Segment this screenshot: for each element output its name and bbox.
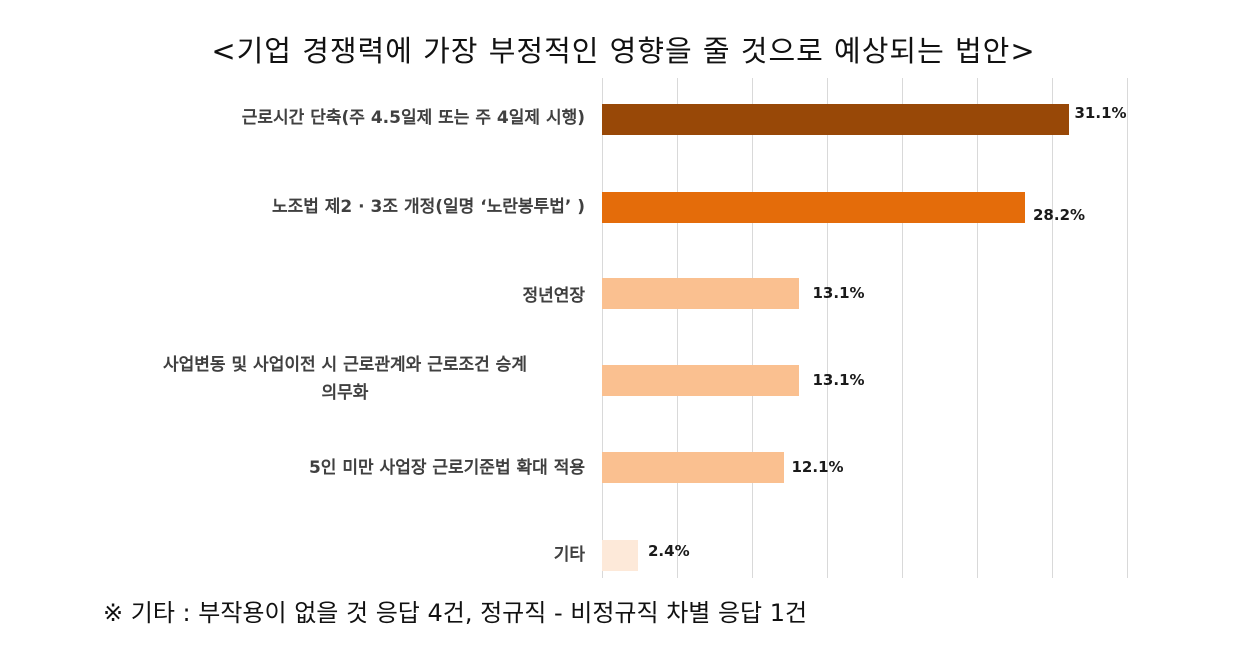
- bar: [602, 278, 799, 309]
- category-label: 노조법 제2 · 3조 개정(일명 ‘노란봉투법’ ): [271, 197, 585, 217]
- value-label: 31.1%: [1074, 104, 1127, 122]
- value-label: 13.1%: [812, 284, 865, 302]
- bar: [602, 365, 799, 396]
- category-label-line: 사업변동 및 사업이전 시 근로관계와 근로조건 승계: [163, 355, 527, 375]
- gridline: [902, 78, 903, 578]
- gridline: [677, 78, 678, 578]
- category-label-multiline: 사업변동 및 사업이전 시 근로관계와 근로조건 승계 의무화: [105, 351, 585, 407]
- gridline: [827, 78, 828, 578]
- gridline: [977, 78, 978, 578]
- gridline: [1052, 78, 1053, 578]
- category-label: 5인 미만 사업장 근로기준법 확대 적용: [308, 458, 585, 478]
- chart-title: <기업 경쟁력에 가장 부정적인 영향을 줄 것으로 예상되는 법안>: [211, 34, 1036, 68]
- value-label: 28.2%: [1033, 206, 1086, 224]
- category-label: 기타: [553, 545, 585, 565]
- footnote: ※ 기타 : 부작용이 없을 것 응답 4건, 정규직 - 비정규직 차별 응답…: [103, 599, 808, 627]
- value-label: 13.1%: [812, 371, 865, 389]
- bar: [602, 540, 638, 571]
- gridline: [602, 78, 603, 578]
- category-label: 근로시간 단축(주 4.5일제 또는 주 4일제 시행): [241, 108, 585, 128]
- value-label: 12.1%: [791, 458, 844, 476]
- value-label: 2.4%: [648, 542, 690, 560]
- category-label: 정년연장: [522, 286, 585, 306]
- plot-area: 31.1% 28.2% 13.1% 13.1% 12.1% 2.4%: [602, 78, 1128, 578]
- gridline: [1127, 78, 1128, 578]
- category-label-line: 의무화: [321, 383, 369, 403]
- bar: [602, 192, 1025, 223]
- bar: [602, 452, 784, 483]
- gridline: [752, 78, 753, 578]
- bar: [602, 104, 1069, 135]
